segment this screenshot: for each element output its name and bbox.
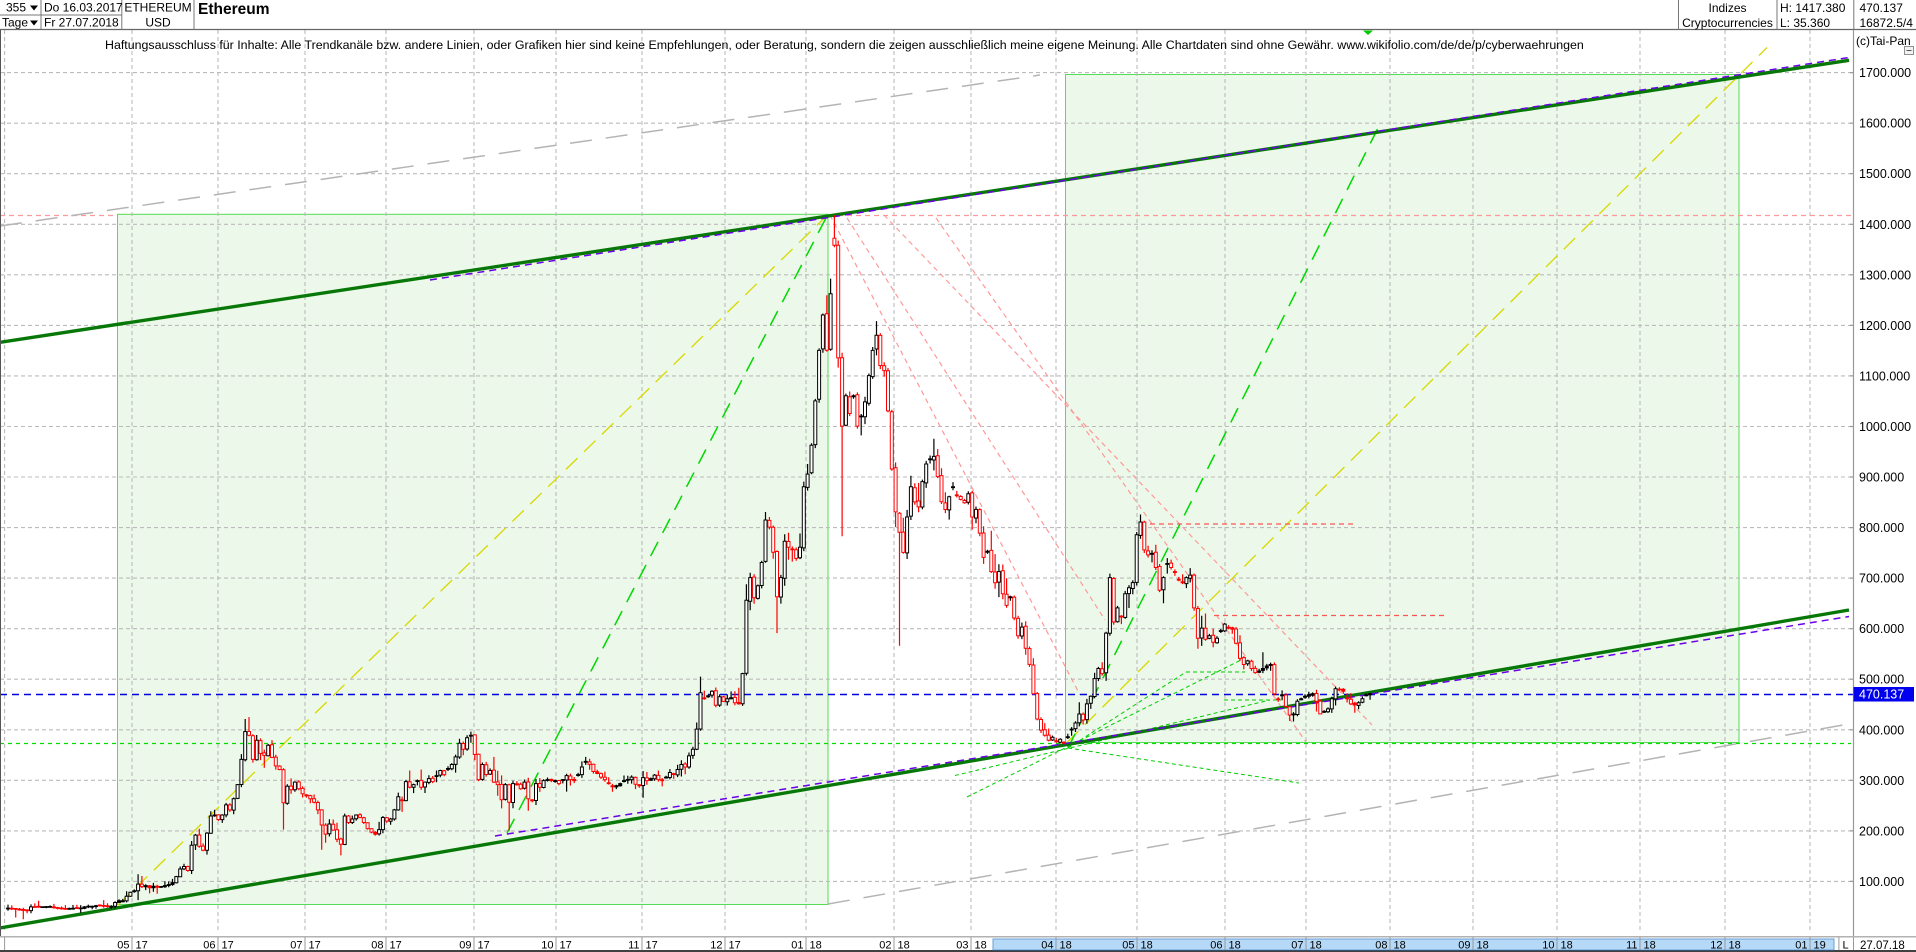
svg-text:USD: USD xyxy=(145,16,171,30)
svg-text:02: 02 xyxy=(879,940,891,952)
svg-text:18: 18 xyxy=(1644,940,1656,952)
svg-text:Indizes: Indizes xyxy=(1708,1,1746,15)
svg-text:07: 07 xyxy=(290,940,302,952)
svg-text:10: 10 xyxy=(1542,940,1554,952)
svg-text:18: 18 xyxy=(1141,940,1153,952)
svg-text:18: 18 xyxy=(1394,940,1406,952)
svg-text:07: 07 xyxy=(1291,940,1303,952)
svg-text:16872.5/4: 16872.5/4 xyxy=(1860,16,1914,30)
svg-text:18: 18 xyxy=(810,940,822,952)
svg-text:Do 16.03.2017: Do 16.03.2017 xyxy=(44,1,123,15)
svg-text:12: 12 xyxy=(710,940,722,952)
svg-text:11: 11 xyxy=(1626,940,1637,952)
svg-text:17: 17 xyxy=(478,940,490,952)
svg-text:200.000: 200.000 xyxy=(1859,824,1904,838)
svg-text:06: 06 xyxy=(1210,940,1222,952)
svg-text:355: 355 xyxy=(6,1,26,15)
svg-text:18: 18 xyxy=(1229,940,1241,952)
svg-text:Cryptocurrencies: Cryptocurrencies xyxy=(1682,16,1773,30)
svg-text:18: 18 xyxy=(1729,940,1741,952)
svg-text:27.07.18: 27.07.18 xyxy=(1860,940,1905,952)
svg-text:H: 1417.380: H: 1417.380 xyxy=(1780,1,1846,15)
svg-text:500.000: 500.000 xyxy=(1859,673,1904,687)
svg-text:10: 10 xyxy=(541,940,553,952)
svg-text:470.137: 470.137 xyxy=(1859,688,1904,702)
svg-text:ETHEREUM: ETHEREUM xyxy=(124,1,191,15)
svg-text:18: 18 xyxy=(1561,940,1573,952)
svg-text:800.000: 800.000 xyxy=(1859,521,1904,535)
svg-text:(c)Tai-Pan: (c)Tai-Pan xyxy=(1856,34,1911,48)
svg-text:Fr 27.07.2018: Fr 27.07.2018 xyxy=(44,16,119,30)
svg-text:1600.000: 1600.000 xyxy=(1859,117,1911,131)
svg-text:18: 18 xyxy=(1477,940,1489,952)
svg-text:17: 17 xyxy=(222,940,234,952)
svg-text:06: 06 xyxy=(203,940,215,952)
svg-text:18: 18 xyxy=(1310,940,1322,952)
svg-text:17: 17 xyxy=(560,940,572,952)
svg-text:03: 03 xyxy=(956,940,968,952)
svg-text:1700.000: 1700.000 xyxy=(1859,66,1911,80)
svg-text:Tage: Tage xyxy=(2,16,28,30)
svg-text:09: 09 xyxy=(459,940,471,952)
svg-text:Haftungsausschluss für Inhalte: Haftungsausschluss für Inhalte: Alle Tre… xyxy=(105,38,1584,52)
svg-text:1000.000: 1000.000 xyxy=(1859,420,1911,434)
svg-text:1200.000: 1200.000 xyxy=(1859,319,1911,333)
svg-text:01: 01 xyxy=(1795,940,1807,952)
svg-text:05: 05 xyxy=(1122,940,1134,952)
svg-text:400.000: 400.000 xyxy=(1859,723,1904,737)
svg-text:1100.000: 1100.000 xyxy=(1859,369,1910,383)
svg-text:17: 17 xyxy=(390,940,402,952)
svg-text:18: 18 xyxy=(975,940,987,952)
svg-text:600.000: 600.000 xyxy=(1859,622,1904,636)
svg-text:19: 19 xyxy=(1814,940,1826,952)
svg-text:700.000: 700.000 xyxy=(1859,572,1904,586)
svg-text:1500.000: 1500.000 xyxy=(1859,167,1911,181)
svg-text:17: 17 xyxy=(729,940,741,952)
svg-text:17: 17 xyxy=(136,940,148,952)
svg-text:04: 04 xyxy=(1041,940,1053,952)
svg-text:01: 01 xyxy=(791,940,803,952)
svg-text:100.000: 100.000 xyxy=(1859,875,1904,889)
svg-text:L: 35.360: L: 35.360 xyxy=(1780,16,1830,30)
svg-text:300.000: 300.000 xyxy=(1859,774,1904,788)
svg-text:09: 09 xyxy=(1458,940,1470,952)
svg-text:1400.000: 1400.000 xyxy=(1859,218,1911,232)
svg-text:18: 18 xyxy=(1060,940,1072,952)
svg-text:17: 17 xyxy=(309,940,321,952)
svg-text:Ethereum: Ethereum xyxy=(198,1,270,18)
svg-text:12: 12 xyxy=(1710,940,1722,952)
svg-text:900.000: 900.000 xyxy=(1859,471,1904,485)
svg-text:470.137: 470.137 xyxy=(1860,1,1904,15)
svg-text:18: 18 xyxy=(898,940,910,952)
svg-text:L: L xyxy=(1843,940,1849,952)
svg-text:1300.000: 1300.000 xyxy=(1859,268,1911,282)
svg-text:11: 11 xyxy=(628,940,639,952)
svg-text:08: 08 xyxy=(1375,940,1387,952)
svg-text:05: 05 xyxy=(117,940,129,952)
svg-text:08: 08 xyxy=(371,940,383,952)
svg-text:17: 17 xyxy=(646,940,658,952)
